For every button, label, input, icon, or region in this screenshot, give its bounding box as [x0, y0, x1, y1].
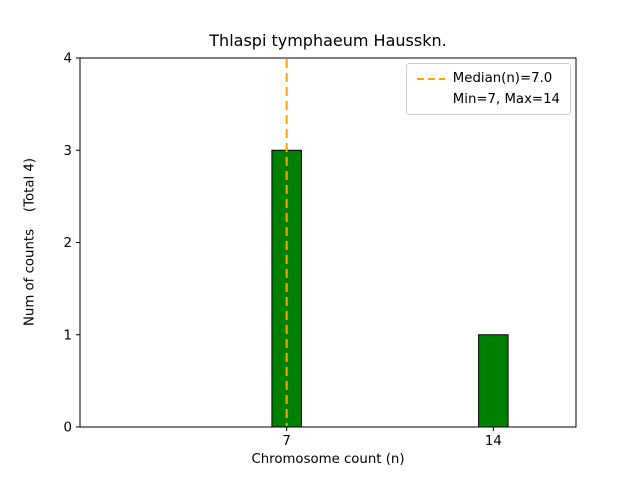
- legend-label-minmax: Min=7, Max=14: [452, 92, 560, 107]
- x-axis-label: Chromosome count (n): [251, 452, 405, 467]
- y-tick-label: 0: [64, 421, 72, 436]
- x-tick-label: 14: [485, 434, 502, 449]
- bar-14: [478, 334, 509, 428]
- y-tick-label: 1: [64, 328, 72, 343]
- legend: Median(n)=7.0 Min=7, Max=14: [405, 63, 571, 115]
- legend-entry-median: Median(n)=7.0: [416, 71, 560, 86]
- y-tick-label: 3: [64, 144, 72, 159]
- median-dashed-line-icon: [416, 77, 445, 81]
- y-tick-label: 2: [64, 236, 72, 251]
- chart-title: Thlaspi tymphaeum Hausskn.: [209, 31, 447, 50]
- legend-entry-minmax: Min=7, Max=14: [417, 92, 560, 107]
- legend-sample-empty: [417, 98, 445, 102]
- x-tick-label: 7: [282, 434, 290, 449]
- legend-label-median: Median(n)=7.0: [452, 71, 553, 86]
- y-tick-label: 4: [64, 52, 72, 67]
